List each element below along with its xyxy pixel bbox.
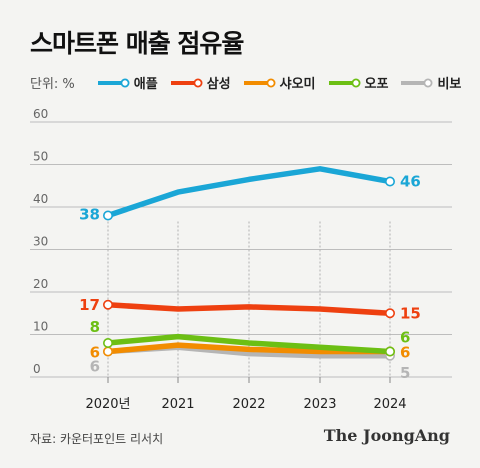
data-label-end: 5 (400, 364, 410, 382)
legend-item: 오포 (328, 73, 389, 92)
y-tick-label: 40 (33, 192, 48, 206)
series-line (105, 342, 393, 355)
legend-item: 샤오미 (243, 73, 316, 92)
legend-label: 오포 (364, 77, 389, 92)
data-point (103, 299, 114, 310)
legend-swatch (328, 78, 361, 87)
data-label-start: 8 (90, 318, 100, 336)
series-line (105, 333, 393, 355)
data-point (103, 346, 114, 357)
x-tick-label: 2022 (232, 397, 265, 412)
x-tick-label: 2024 (373, 397, 406, 412)
data-label-end: 15 (400, 304, 421, 322)
data-label-start: 38 (79, 206, 100, 224)
chart-title: 스마트폰 매출 점유율 (30, 29, 244, 58)
legend-swatch (243, 78, 276, 87)
source-note: 자료: 카운터포인트 리서치 (30, 432, 164, 446)
x-tick-label: 2021 (161, 397, 194, 412)
y-tick-label: 50 (33, 150, 48, 164)
data-point (103, 337, 114, 348)
legend-swatch (97, 78, 130, 87)
data-label-start: 6 (90, 358, 100, 376)
legend-label: 삼성 (206, 77, 231, 92)
legend-item: 삼성 (170, 73, 231, 92)
y-tick-label: 30 (33, 235, 48, 249)
data-point (103, 210, 114, 221)
legend: 단위: % 애플 삼성 샤오미 오포 비보 (30, 73, 473, 92)
legend-label: 샤오미 (279, 77, 316, 92)
data-point (384, 176, 395, 187)
legend-item: 애플 (97, 73, 158, 92)
data-point (384, 308, 395, 319)
legend-swatch (401, 78, 433, 87)
y-tick-label: 60 (33, 107, 48, 121)
legend-item: 비보 (400, 73, 461, 92)
x-tick-label: 2023 (303, 397, 336, 412)
x-tick-label: 2020년 (85, 397, 130, 412)
brand-logo: The JoongAng (323, 426, 450, 445)
data-label-end: 6 (400, 344, 410, 362)
legend-swatch (170, 78, 203, 87)
data-label-end: 6 (400, 329, 410, 347)
y-tick-label: 0 (33, 362, 41, 376)
series-line (105, 166, 393, 219)
legend-label: 비보 (437, 77, 462, 92)
y-tick-label: 10 (33, 320, 48, 334)
data-label-start: 17 (79, 296, 100, 314)
series-line (105, 302, 393, 317)
data-label-end: 46 (400, 173, 421, 191)
data-point (384, 346, 395, 357)
legend-label: 애플 (133, 77, 158, 92)
y-tick-label: 20 (33, 277, 48, 291)
unit-label: 단위: % (30, 77, 75, 92)
data-label-start: 6 (90, 344, 100, 362)
